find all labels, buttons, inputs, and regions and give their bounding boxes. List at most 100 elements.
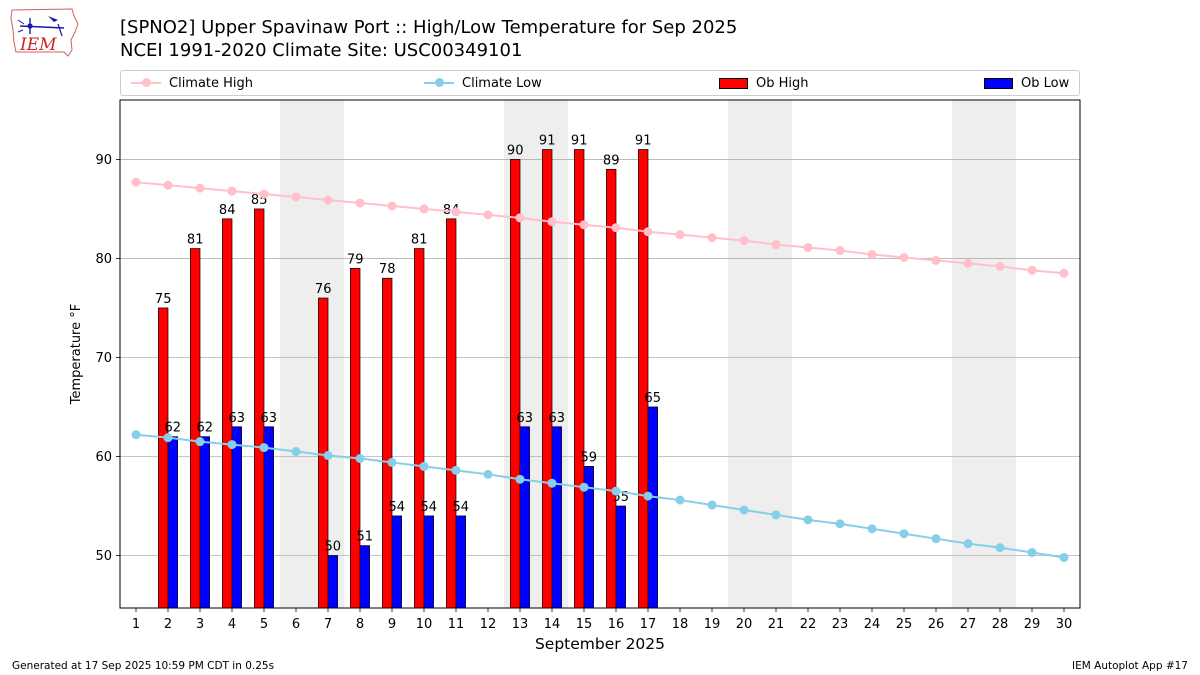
ob-low-label: 59 [581,450,598,465]
climate-low-point [163,433,173,443]
ob-low-bar [167,436,178,609]
x-tick-label: 15 [576,617,593,632]
climate-low-point [323,451,333,461]
ob-high-bar [574,149,585,609]
climate-high-point [675,230,685,240]
legend-ob-low-swatch [984,77,1013,89]
climate-low-point [195,437,205,447]
climate-high-point [899,252,909,262]
climate-low-point [675,495,685,505]
y-axis-label: Temperature °F [69,304,84,405]
ob-low-label: 62 [165,421,182,436]
climate-high-point [995,261,1005,271]
climate-high-point [963,258,973,268]
legend-ob-high: Ob High [719,74,809,92]
climate-low-point [291,447,301,457]
climate-high-point [771,240,781,250]
x-tick-label: 17 [640,617,657,632]
x-tick-label: 28 [992,617,1009,632]
ob-high-label: 79 [347,252,364,267]
climate-high-point [611,223,621,233]
climate-low-point [1059,552,1069,562]
ob-low-bar [551,426,562,609]
climate-low-point [643,491,653,501]
iem-logo: IEM [10,8,79,57]
x-tick-label: 23 [832,617,849,632]
climate-low-point [259,443,269,453]
weekend-band [952,100,1016,608]
climate-high-point [867,249,877,259]
climate-low-point [611,486,621,496]
climate-low-point [739,505,749,515]
x-tick-label: 10 [416,617,433,632]
y-tick-label: 60 [95,450,112,465]
climate-high-point [835,246,845,256]
x-tick-label: 27 [960,617,977,632]
climate-high-point [227,186,237,196]
ob-high-label: 89 [603,153,620,168]
ob-low-label: 65 [645,391,662,406]
ob-high-bar [446,218,457,609]
ob-low-bar [455,515,466,609]
ob-low-label: 63 [517,411,534,426]
climate-low-point [451,465,461,475]
ob-high-label: 76 [315,282,332,297]
chart-title: [SPNO2] Upper Spavinaw Port :: High/Low … [120,17,738,38]
climate-low-point [963,539,973,549]
legend-climate-low: Climate Low [424,74,542,92]
climate-low-point [419,461,429,471]
climate-high-point [131,177,141,187]
logo-text: IEM [19,35,57,55]
ob-low-label: 54 [389,500,406,515]
y-tick-label: 90 [95,153,112,168]
legend-ob-low: Ob Low [984,74,1069,92]
climate-high-point [419,204,429,214]
x-tick-label: 25 [896,617,913,632]
footer-app: IEM Autoplot App #17 [1072,660,1188,672]
ob-low-bar [423,515,434,609]
climate-high-point [451,207,461,217]
climate-high-point [1059,268,1069,278]
x-tick-label: 7 [324,617,332,632]
climate-low-point [931,534,941,544]
ob-high-bar [382,277,393,609]
ob-high-bar [414,248,425,609]
ob-high-bar [606,168,617,609]
climate-low-point [387,457,397,467]
climate-high-point [707,233,717,243]
ob-high-label: 81 [187,233,204,248]
ob-high-label: 91 [635,134,652,149]
climate-low-point [1027,548,1037,558]
ob-low-label: 54 [421,500,438,515]
legend-ob-low-label: Ob Low [1021,75,1070,91]
climate-high-point [643,227,653,237]
climate-high-point [259,189,269,199]
weekend-band [280,100,344,608]
climate-low-point [547,478,557,488]
ob-low-label: 62 [197,421,214,436]
x-tick-label: 29 [1024,617,1041,632]
climate-low-point [515,474,525,484]
climate-high-point [387,201,397,211]
climate-high-point [291,192,301,202]
climate-low-point [483,469,493,479]
ob-low-bar [391,515,402,609]
x-tick-label: 1 [132,617,140,632]
legend-climate-low-swatch [424,74,454,92]
legend-climate-low-label: Climate Low [462,75,542,91]
climate-high-point [163,180,173,190]
climate-low-point [995,543,1005,553]
climate-high-line [135,181,1065,275]
legend-climate-high-label: Climate High [169,75,254,91]
ob-high-label: 78 [379,262,396,277]
ob-low-bar [647,406,658,609]
ob-high-bar [254,208,265,609]
x-tick-label: 19 [704,617,721,632]
ob-low-bar [231,426,242,609]
footer-generated: Generated at 17 Sep 2025 10:59 PM CDT in… [12,660,275,672]
y-tick-label: 70 [95,351,112,366]
y-tick-label: 80 [95,252,112,267]
chart-legend: Climate High Climate Low Ob High Ob Low [120,70,1080,96]
x-tick-label: 5 [260,617,268,632]
